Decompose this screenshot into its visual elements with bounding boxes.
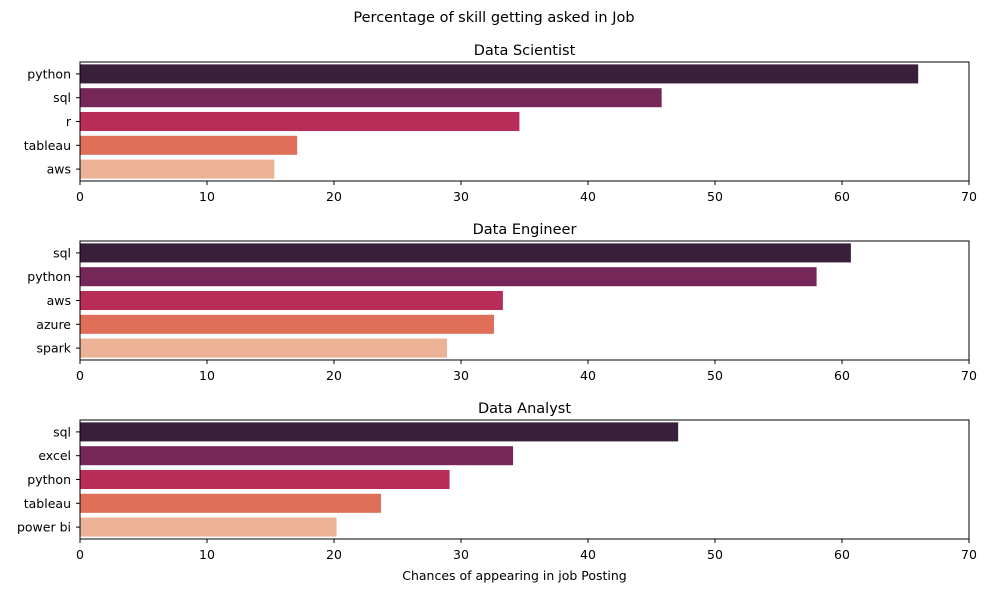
bar-excel xyxy=(80,446,514,466)
y-tick-label: azure xyxy=(36,317,71,332)
x-tick-label: 30 xyxy=(453,189,469,204)
y-tick-label: python xyxy=(27,269,71,284)
y-tick-label: excel xyxy=(38,448,71,463)
bar-spark xyxy=(80,338,448,358)
x-tick-label: 30 xyxy=(453,368,469,383)
x-tick-label: 40 xyxy=(580,189,596,204)
x-tick-label: 10 xyxy=(199,189,215,204)
x-tick-label: 50 xyxy=(707,189,723,204)
bar-azure xyxy=(80,314,495,334)
bar-python xyxy=(80,267,817,287)
x-tick-label: 40 xyxy=(580,547,596,562)
y-tick-label: aws xyxy=(47,293,71,308)
bar-sql xyxy=(80,88,662,108)
x-tick-label: 70 xyxy=(961,368,977,383)
subplot-1: Data Scientist python sql r tableau aws 0 10 20 3… xyxy=(24,43,977,204)
bar-python xyxy=(80,469,450,490)
y-tick-label: tableau xyxy=(24,138,71,153)
bar-sql xyxy=(80,422,679,442)
x-tick-label: 70 xyxy=(961,547,977,562)
subplots: Data Scientist python sql r tableau aws 0 10 20 3… xyxy=(17,43,977,583)
y-tick-label: spark xyxy=(37,341,72,356)
x-tick-label: 50 xyxy=(707,547,723,562)
axes-frame xyxy=(79,419,970,540)
bar-aws xyxy=(80,290,503,311)
figure-suptitle: Percentage of skill getting asked in Job xyxy=(353,10,634,26)
x-tick-label: 20 xyxy=(326,368,342,383)
subplot-title: Data Engineer xyxy=(473,222,577,238)
y-tick-label: r xyxy=(66,114,72,129)
axes-frame xyxy=(79,61,970,182)
y-tick-label: tableau xyxy=(24,496,71,511)
bar-r xyxy=(80,111,520,132)
subplot-2: Data Engineer sql python aws azure spark 0 10 20… xyxy=(27,222,977,383)
x-tick-label: 0 xyxy=(76,368,84,383)
y-tick-label: sql xyxy=(53,90,71,105)
bar-aws xyxy=(80,159,275,179)
x-axis-label: Chances of appearing in job Posting xyxy=(402,568,627,583)
y-tick-label: sql xyxy=(53,424,71,439)
x-tick-label: 60 xyxy=(834,368,850,383)
x-tick-label: 20 xyxy=(326,547,342,562)
bar-power-bi xyxy=(80,517,337,537)
y-tick-label: sql xyxy=(53,245,71,260)
x-tick-label: 60 xyxy=(834,189,850,204)
x-tick-label: 0 xyxy=(76,189,84,204)
subplot-title: Data Analyst xyxy=(478,401,571,417)
x-tick-label: 0 xyxy=(76,547,84,562)
bar-python xyxy=(80,64,919,84)
bar-tableau xyxy=(80,135,298,155)
y-tick-label: python xyxy=(27,66,71,81)
subplot-3: Data Analyst sql excel python tableau power b… xyxy=(17,401,977,583)
x-tick-label: 60 xyxy=(834,547,850,562)
bar-sql xyxy=(80,243,851,263)
x-tick-label: 10 xyxy=(199,547,215,562)
subplot-title: Data Scientist xyxy=(474,43,576,59)
x-tick-label: 30 xyxy=(453,547,469,562)
bar-tableau xyxy=(80,493,381,513)
x-tick-label: 40 xyxy=(580,368,596,383)
y-tick-label: python xyxy=(27,472,71,487)
y-tick-label: power bi xyxy=(17,520,71,535)
x-tick-label: 50 xyxy=(707,368,723,383)
x-tick-label: 20 xyxy=(326,189,342,204)
axes-frame xyxy=(79,240,970,361)
x-tick-label: 70 xyxy=(961,189,977,204)
y-tick-label: aws xyxy=(47,162,71,177)
x-tick-label: 10 xyxy=(199,368,215,383)
